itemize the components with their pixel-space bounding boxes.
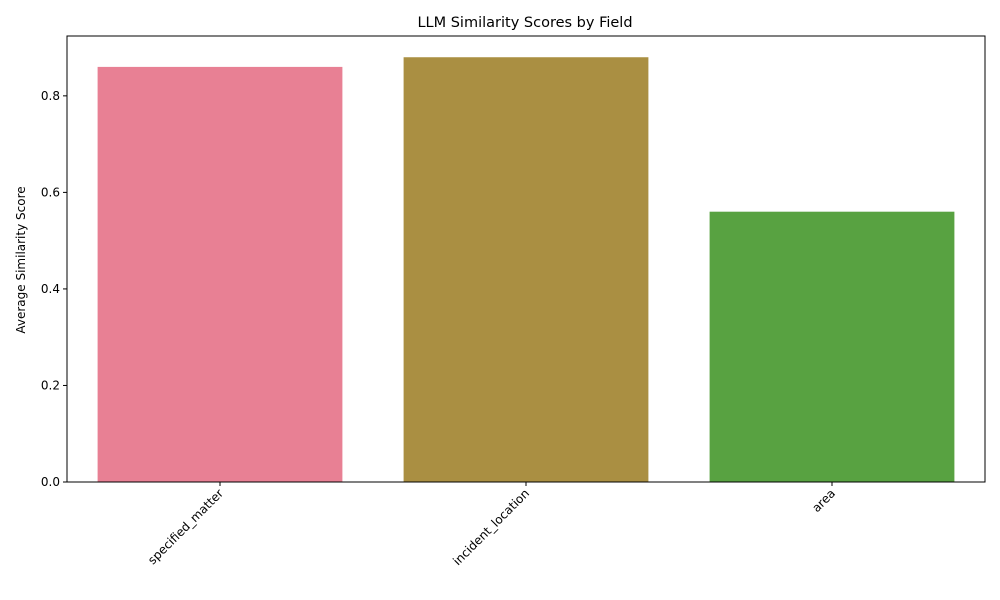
y-tick-label: 0.4	[41, 282, 60, 296]
x-axis-ticks: specified_matter incident_location area	[145, 482, 838, 568]
bar-incident-location	[403, 57, 649, 482]
bars-group	[97, 57, 955, 483]
plot-frame	[66, 35, 986, 483]
y-tick-label: 0.6	[41, 185, 60, 199]
bar-specified-matter	[97, 66, 343, 482]
y-axis-label: Average Similarity Score	[14, 186, 28, 333]
y-axis-ticks: 0.0 0.2 0.4 0.6 0.8	[41, 89, 67, 489]
y-tick-label: 0.0	[41, 475, 60, 489]
x-tick-label: specified_matter	[145, 486, 226, 567]
chart-title: LLM Similarity Scores by Field	[417, 15, 632, 31]
y-tick-label: 0.8	[41, 89, 60, 103]
y-tick-label: 0.2	[41, 378, 60, 392]
x-tick-label: incident_location	[450, 486, 532, 568]
bar-area	[709, 211, 955, 483]
x-tick-label: area	[809, 486, 838, 515]
